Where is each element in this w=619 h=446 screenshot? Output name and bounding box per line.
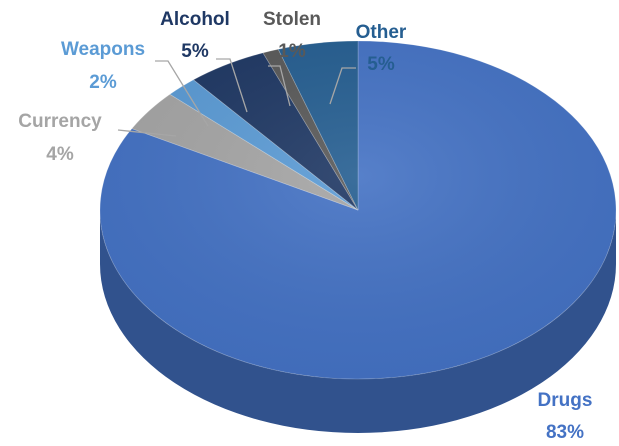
slice-percent-other: 5% (367, 54, 395, 75)
leader-line-currency (117, 129, 177, 137)
slice-percent-weapons: 2% (89, 72, 117, 93)
slice-label-alcohol: Alcohol (160, 9, 230, 30)
leader-line-other (329, 67, 356, 105)
slice-percent-stolen: 1% (278, 41, 306, 62)
pie-top-sheen (100, 41, 616, 379)
slice-label-other: Other (356, 22, 407, 43)
leader-line-stolen (268, 65, 291, 107)
slice-label-stolen: Stolen (263, 9, 321, 30)
slice-percent-alcohol: 5% (181, 41, 209, 62)
slice-label-drugs: Drugs (538, 390, 593, 411)
leader-line-alcohol (216, 58, 248, 113)
slice-percent-currency: 4% (46, 144, 74, 165)
leader-line-weapons (155, 60, 209, 127)
slice-label-currency: Currency (18, 111, 102, 132)
slice-percent-drugs: 83% (546, 422, 584, 443)
slice-label-weapons: Weapons (61, 39, 145, 60)
pie-side-drugs (100, 210, 616, 433)
